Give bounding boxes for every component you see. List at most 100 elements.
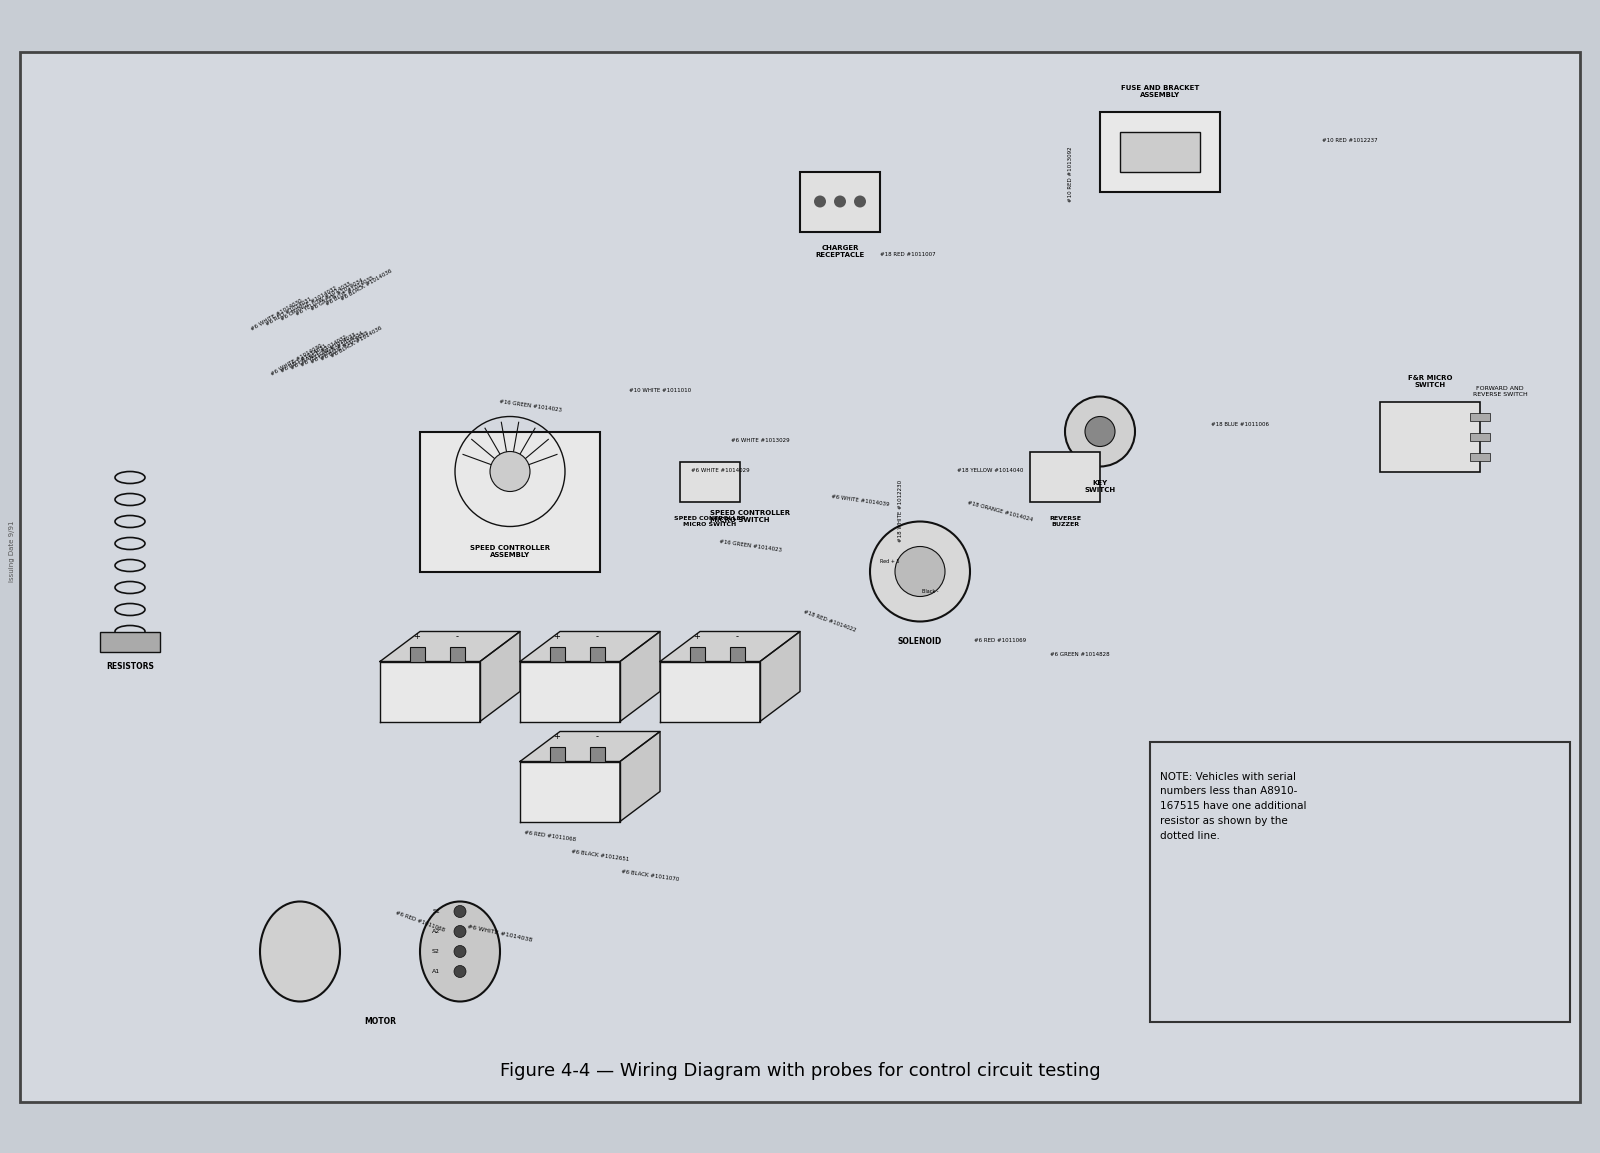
- FancyBboxPatch shape: [1150, 741, 1570, 1022]
- Text: #6 RED #1014031: #6 RED #1014031: [280, 344, 328, 374]
- Text: #6 BLUE #1014035: #6 BLUE #1014035: [325, 274, 374, 307]
- Text: F&R MICRO
SWITCH: F&R MICRO SWITCH: [1408, 375, 1453, 389]
- FancyBboxPatch shape: [99, 632, 160, 651]
- Polygon shape: [621, 731, 661, 821]
- FancyBboxPatch shape: [680, 461, 739, 502]
- Circle shape: [1115, 136, 1146, 166]
- FancyBboxPatch shape: [1470, 432, 1490, 440]
- Text: #6 BLACK #1014036: #6 BLACK #1014036: [330, 325, 382, 359]
- FancyBboxPatch shape: [1379, 401, 1480, 472]
- Text: #6 RED #1014031: #6 RED #1014031: [266, 296, 312, 326]
- Polygon shape: [520, 731, 661, 761]
- FancyBboxPatch shape: [1470, 452, 1490, 460]
- Text: SOLENOID: SOLENOID: [898, 636, 942, 646]
- Text: +: +: [413, 632, 421, 641]
- Text: #6 YELLOW #1014033: #6 YELLOW #1014033: [301, 332, 357, 368]
- Text: #6 GREEN #1014034: #6 GREEN #1014034: [310, 278, 365, 311]
- FancyBboxPatch shape: [301, 902, 461, 1002]
- Text: REVERSE
BUZZER: REVERSE BUZZER: [1050, 517, 1082, 527]
- Text: +: +: [693, 632, 701, 641]
- Text: #6 WHITE #1014030: #6 WHITE #1014030: [270, 342, 323, 377]
- Text: #6 RED #1011068: #6 RED #1011068: [395, 910, 445, 933]
- Text: #10 RED #1012237: #10 RED #1012237: [1322, 137, 1378, 143]
- Text: #18 BLUE #1011006: #18 BLUE #1011006: [1211, 422, 1269, 428]
- Circle shape: [1174, 136, 1205, 166]
- Text: -: -: [456, 632, 459, 641]
- Text: Black -: Black -: [922, 589, 938, 594]
- FancyBboxPatch shape: [1030, 452, 1101, 502]
- Text: #6 YELLOW #1014033: #6 YELLOW #1014033: [294, 280, 352, 317]
- FancyBboxPatch shape: [590, 647, 605, 662]
- Text: RESISTORS: RESISTORS: [106, 662, 154, 671]
- Circle shape: [454, 905, 466, 918]
- Text: #6 RED #1011069: #6 RED #1011069: [974, 638, 1026, 642]
- Polygon shape: [381, 632, 520, 662]
- Circle shape: [854, 196, 866, 208]
- FancyBboxPatch shape: [690, 647, 706, 662]
- Text: #6 BLUE #1014035: #6 BLUE #1014035: [320, 330, 370, 362]
- Polygon shape: [520, 761, 621, 821]
- Text: #6 WHITE #1014029: #6 WHITE #1014029: [691, 467, 749, 473]
- Text: #10 RED #1013092: #10 RED #1013092: [1067, 146, 1072, 203]
- Text: #6 WHITE #1014038: #6 WHITE #1014038: [467, 924, 533, 942]
- Polygon shape: [621, 632, 661, 722]
- Polygon shape: [520, 632, 661, 662]
- Text: Issuing Date 9/91: Issuing Date 9/91: [10, 521, 14, 582]
- FancyBboxPatch shape: [550, 647, 565, 662]
- Text: #6 BLACK #1014036: #6 BLACK #1014036: [339, 267, 394, 301]
- Circle shape: [454, 926, 466, 937]
- Circle shape: [1066, 397, 1134, 467]
- Text: Red + 5: Red + 5: [880, 559, 899, 564]
- Text: #6 ORANGE #1014032: #6 ORANGE #1014032: [290, 334, 347, 370]
- Circle shape: [870, 521, 970, 621]
- Ellipse shape: [259, 902, 339, 1002]
- Text: KEY
SWITCH: KEY SWITCH: [1085, 480, 1115, 493]
- FancyBboxPatch shape: [1120, 131, 1200, 172]
- Circle shape: [1085, 416, 1115, 446]
- Ellipse shape: [419, 902, 499, 1002]
- Polygon shape: [480, 632, 520, 722]
- Text: FUSE AND BRACKET
ASSEMBLY: FUSE AND BRACKET ASSEMBLY: [1122, 85, 1198, 98]
- Text: #18 YELLOW #1014040: #18 YELLOW #1014040: [957, 467, 1022, 473]
- Text: #6 RED #1011068: #6 RED #1011068: [523, 830, 576, 843]
- Text: #6 ORANGE #1014032: #6 ORANGE #1014032: [280, 285, 338, 322]
- Text: S2: S2: [432, 949, 440, 954]
- Text: #18 RED #1011007: #18 RED #1011007: [880, 253, 936, 257]
- Text: CHARGER
RECEPTACLE: CHARGER RECEPTACLE: [816, 244, 864, 258]
- Text: #6 WHITE #1014039: #6 WHITE #1014039: [830, 495, 890, 507]
- Circle shape: [894, 547, 946, 596]
- Circle shape: [834, 196, 846, 208]
- Text: SPEED CONTROLLER
ASSEMBLY: SPEED CONTROLLER ASSEMBLY: [470, 545, 550, 558]
- Text: #18 ORANGE #1014024: #18 ORANGE #1014024: [966, 500, 1034, 522]
- Circle shape: [454, 965, 466, 978]
- Text: -: -: [595, 632, 598, 641]
- Text: #6 BLACK #1012651: #6 BLACK #1012651: [571, 850, 629, 862]
- Polygon shape: [760, 632, 800, 722]
- Text: S1: S1: [432, 909, 440, 914]
- Text: A1: A1: [432, 969, 440, 974]
- Text: #6 WHITE #1014030: #6 WHITE #1014030: [250, 297, 304, 332]
- FancyBboxPatch shape: [800, 172, 880, 232]
- FancyBboxPatch shape: [419, 431, 600, 572]
- Text: #6 WHITE #1013029: #6 WHITE #1013029: [731, 437, 789, 443]
- Text: MOTOR: MOTOR: [365, 1017, 397, 1026]
- FancyBboxPatch shape: [550, 746, 565, 761]
- Polygon shape: [520, 662, 621, 722]
- Text: SPEED CONTROLLER
MICRO SWITCH: SPEED CONTROLLER MICRO SWITCH: [710, 510, 790, 523]
- FancyBboxPatch shape: [450, 647, 466, 662]
- Polygon shape: [661, 662, 760, 722]
- Text: -: -: [595, 732, 598, 741]
- Circle shape: [814, 196, 826, 208]
- FancyBboxPatch shape: [1101, 112, 1221, 191]
- Text: Figure 4-4 — Wiring Diagram with probes for control circuit testing: Figure 4-4 — Wiring Diagram with probes …: [499, 1063, 1101, 1080]
- Text: FORWARD AND
REVERSE SWITCH: FORWARD AND REVERSE SWITCH: [1472, 386, 1528, 397]
- Text: #18 WHITE #1012230: #18 WHITE #1012230: [898, 481, 902, 543]
- FancyBboxPatch shape: [730, 647, 746, 662]
- Text: -: -: [736, 632, 739, 641]
- Text: #18 RED #1014022: #18 RED #1014022: [803, 609, 858, 633]
- Text: +: +: [554, 632, 560, 641]
- Text: #6 BLACK #1011070: #6 BLACK #1011070: [621, 869, 680, 882]
- Circle shape: [490, 452, 530, 491]
- Text: #16 GREEN #1014023: #16 GREEN #1014023: [718, 538, 782, 552]
- Text: A2: A2: [432, 929, 440, 934]
